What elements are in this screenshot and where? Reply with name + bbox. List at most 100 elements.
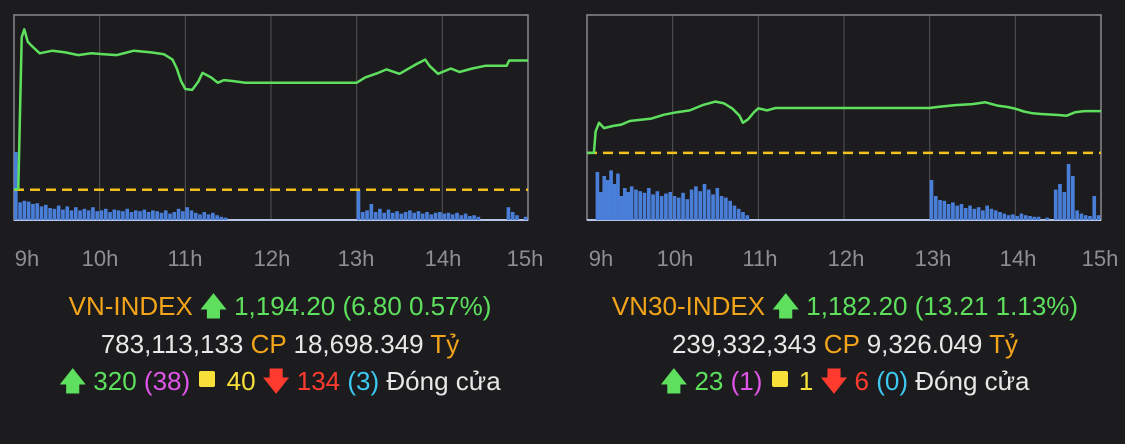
vn-index-breadth-line: 🡅 320 (38) 40 🡇 134 (3) Đóng cửa: [0, 362, 560, 400]
index-change: (13.21 1.13%): [914, 291, 1079, 321]
volume-bar: [399, 213, 404, 220]
volume-bar: [103, 208, 108, 220]
x-tick-label: 9h: [589, 246, 613, 271]
volume-bar: [116, 210, 121, 220]
volume-bar: [1002, 213, 1007, 220]
flat-count: 40: [226, 366, 256, 396]
turnover-unit: Tỷ: [430, 329, 460, 359]
volume-bar: [450, 214, 455, 220]
volume-bar: [476, 216, 481, 220]
volume-bar: [69, 210, 74, 220]
volume-bar: [676, 197, 681, 220]
vn30-index-volume-line: 239,332,343 CP 9,326.049 Tỷ: [565, 325, 1125, 363]
index-title: VN-INDEX: [68, 291, 193, 321]
down-arrow-icon: 🡇: [820, 366, 848, 396]
volume-bar: [646, 188, 651, 220]
index-value: 1,194.20: [234, 291, 336, 321]
volume-bar: [43, 204, 48, 220]
volume-bar: [698, 191, 703, 220]
volume-bar: [1075, 210, 1079, 220]
volume-bar: [510, 212, 515, 220]
turnover-value: 18,698.349: [293, 329, 424, 359]
flat-square-icon: [199, 371, 216, 387]
vn30-index-headline: VN30-INDEX 🡅 1,182.20 (13.21 1.13%): [565, 287, 1125, 325]
down-count: 134: [296, 366, 341, 396]
volume-bar: [56, 205, 61, 220]
volume-bar: [968, 205, 972, 220]
volume-bar: [26, 201, 31, 220]
volume-bar: [416, 211, 421, 220]
down-arrow-icon: 🡇: [262, 366, 290, 396]
volume-bar: [420, 213, 425, 220]
x-tick-label: 9h: [15, 246, 39, 271]
volume-bar: [942, 200, 947, 220]
volume-bar: [472, 215, 476, 220]
volume-bar: [189, 210, 194, 220]
volume-bar: [1096, 215, 1101, 220]
volume-bar: [395, 211, 399, 220]
volume-bar: [602, 176, 607, 220]
volume-bar: [681, 192, 685, 220]
volume-bar: [642, 192, 647, 220]
volume-bar: [715, 188, 720, 220]
volume-bar: [386, 209, 391, 220]
volume-bar: [1028, 216, 1032, 220]
volume-bar: [378, 208, 382, 220]
volume-bar: [955, 205, 960, 220]
volume-bar: [73, 207, 78, 220]
x-tick-label: 12h: [828, 246, 865, 271]
volume-bar: [634, 189, 638, 220]
volume-bar: [412, 212, 416, 220]
up-count: 320: [93, 366, 137, 396]
volume-bar: [612, 184, 617, 220]
up-arrow-icon: 🡅: [660, 366, 688, 396]
vn30-index-chart: 9h 10h 11h 12h 13h 14h 15h: [586, 14, 1119, 271]
vn30-index-breadth-line: 🡅 23 (1) 1 🡇 6 (0) Đóng cửa: [565, 362, 1125, 400]
volume-bar: [506, 207, 511, 220]
volume-bar: [129, 212, 134, 220]
volume-bar: [95, 211, 100, 220]
vn-index-volume-line: 783,113,133 CP 18,698.349 Tỷ: [0, 325, 560, 363]
session-status: Đóng cửa: [386, 366, 501, 396]
volume-bar: [146, 212, 151, 220]
down-count: 6: [854, 366, 869, 396]
volume-bar: [694, 186, 698, 220]
flat-count: 1: [798, 366, 814, 396]
x-tick-label: 12h: [254, 246, 291, 271]
volume-bar: [959, 204, 964, 220]
volume-bar: [151, 210, 155, 220]
volume-unit: CP: [823, 329, 860, 359]
volume-bar: [223, 217, 228, 220]
volume-bar: [82, 208, 87, 220]
volume-bar: [1083, 215, 1088, 220]
floor-count: (3): [347, 366, 380, 396]
vn-index-panel: 9h 10h 11h 12h 13h 14h 15h VN-INDEX 🡅 1,194.20…: [0, 0, 560, 444]
volume-bar: [1036, 216, 1041, 220]
x-tick-label: 10h: [82, 246, 119, 271]
up-count: 23: [694, 366, 724, 396]
volume-bar: [664, 193, 668, 220]
volume-bar: [1088, 216, 1092, 220]
x-tick-label: 10h: [657, 246, 694, 271]
volume-bar: [1092, 196, 1097, 220]
volume-bar: [181, 211, 185, 220]
price-line: [13, 28, 528, 191]
x-tick-label: 15h: [1082, 246, 1119, 271]
volume-bar: [938, 200, 942, 220]
vn-index-chart: 9h 10h 11h 12h 13h 14h 15h: [13, 14, 543, 271]
volume-bar: [78, 210, 82, 220]
volume-bar: [172, 212, 177, 220]
volume-bar: [728, 200, 732, 220]
volume-bar: [989, 208, 994, 220]
volume-bar: [1032, 216, 1037, 220]
volume-bar: [1045, 217, 1049, 220]
up-arrow-icon: 🡅: [59, 366, 87, 396]
volume-bar: [91, 207, 95, 220]
volume-bar: [86, 210, 91, 220]
volume-bar: [202, 212, 207, 220]
volume-bar: [438, 212, 442, 220]
volume-bar: [595, 172, 600, 220]
volume-bar: [659, 196, 664, 220]
volume-bar: [741, 212, 745, 220]
volume-bar: [638, 191, 643, 220]
